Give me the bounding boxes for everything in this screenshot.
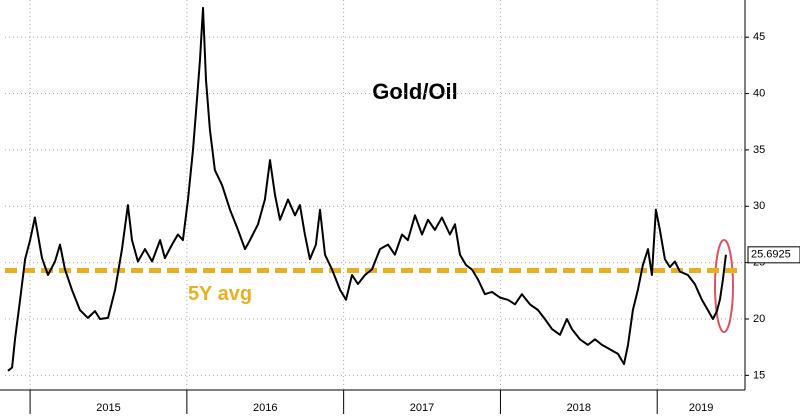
y-tick-label: 45 xyxy=(753,31,765,43)
y-tick-label: 20 xyxy=(753,313,765,325)
chart-title: Gold/Oil xyxy=(372,79,458,104)
x-tick-label: 2019 xyxy=(689,402,713,414)
last-value-label: 25.6925 xyxy=(751,249,791,261)
series-line xyxy=(7,6,727,372)
y-tick-label: 40 xyxy=(753,87,765,99)
y-tick-label: 35 xyxy=(753,144,765,156)
x-tick-label: 2015 xyxy=(96,402,120,414)
x-tick-label: 2016 xyxy=(253,402,277,414)
last-value-box xyxy=(747,246,800,264)
y-tick-label: 30 xyxy=(753,200,765,212)
y-tick-label: 15 xyxy=(753,369,765,381)
x-tick-label: 2017 xyxy=(410,402,434,414)
x-tick-label: 2018 xyxy=(567,402,591,414)
average-label: 5Y avg xyxy=(188,283,252,305)
highlight-ellipse xyxy=(714,239,734,333)
